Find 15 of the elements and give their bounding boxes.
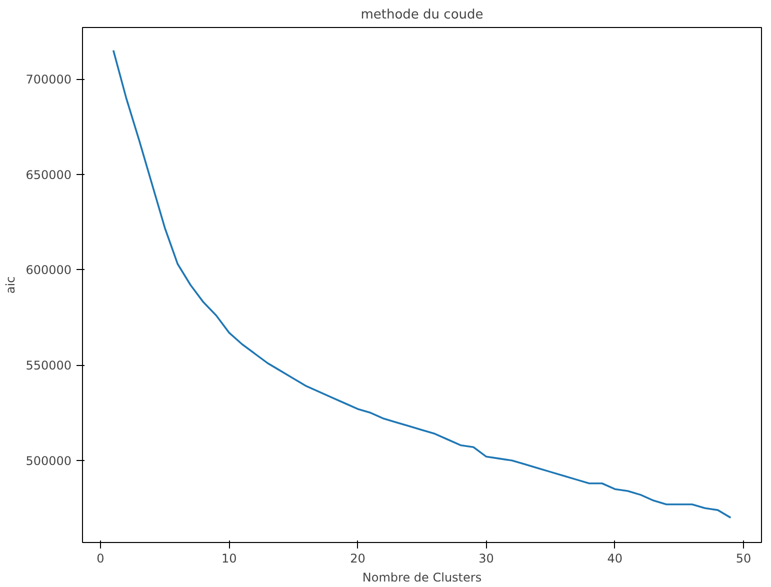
x-tick-label: 20	[350, 552, 366, 566]
x-tick-label: 40	[607, 552, 623, 566]
chart-title: methode du coude	[360, 8, 484, 22]
x-tick-label: 50	[736, 552, 752, 566]
y-axis-title: aic	[4, 276, 18, 294]
y-tick-label: 500000	[26, 454, 72, 468]
x-tick-label: 10	[221, 552, 237, 566]
x-axis-title: Nombre de Clusters	[362, 570, 482, 584]
y-tick-label: 700000	[26, 72, 72, 86]
y-tick-label: 550000	[26, 358, 72, 373]
x-tick-label: 30	[478, 552, 494, 566]
x-tick-label: 0	[96, 552, 104, 566]
line-series	[112, 49, 732, 519]
y-tick-label: 650000	[26, 168, 72, 182]
y-tick-label: 600000	[26, 263, 72, 278]
